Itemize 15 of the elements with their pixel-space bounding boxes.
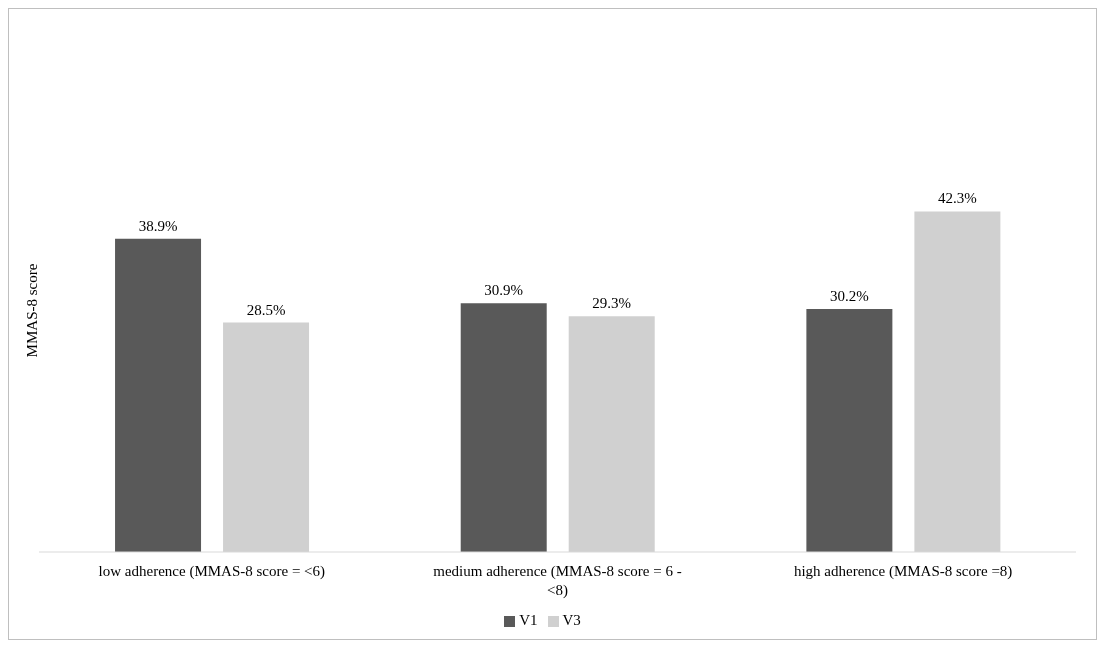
x-tick-label: high adherence (MMAS-8 score =8): [793, 563, 1013, 580]
bar: [115, 238, 202, 552]
x-tick-label: medium adherence (MMAS-8 score = 6 - <8): [433, 563, 682, 599]
legend-label: V3: [562, 612, 581, 628]
y-axis-title: MMAS-8 score: [24, 263, 41, 358]
data-label: 30.9%: [484, 282, 524, 299]
data-label: 42.3%: [938, 190, 977, 207]
data-label: 29.3%: [592, 295, 632, 312]
bar: [806, 308, 893, 552]
data-label: 28.5%: [246, 301, 286, 318]
data-label: 30.2%: [830, 287, 869, 304]
data-label: 38.9%: [138, 217, 178, 234]
x-tick-label: low adherence (MMAS-8 score = <6): [98, 563, 326, 580]
legend-label: V1: [519, 612, 538, 628]
bar: [460, 303, 547, 552]
